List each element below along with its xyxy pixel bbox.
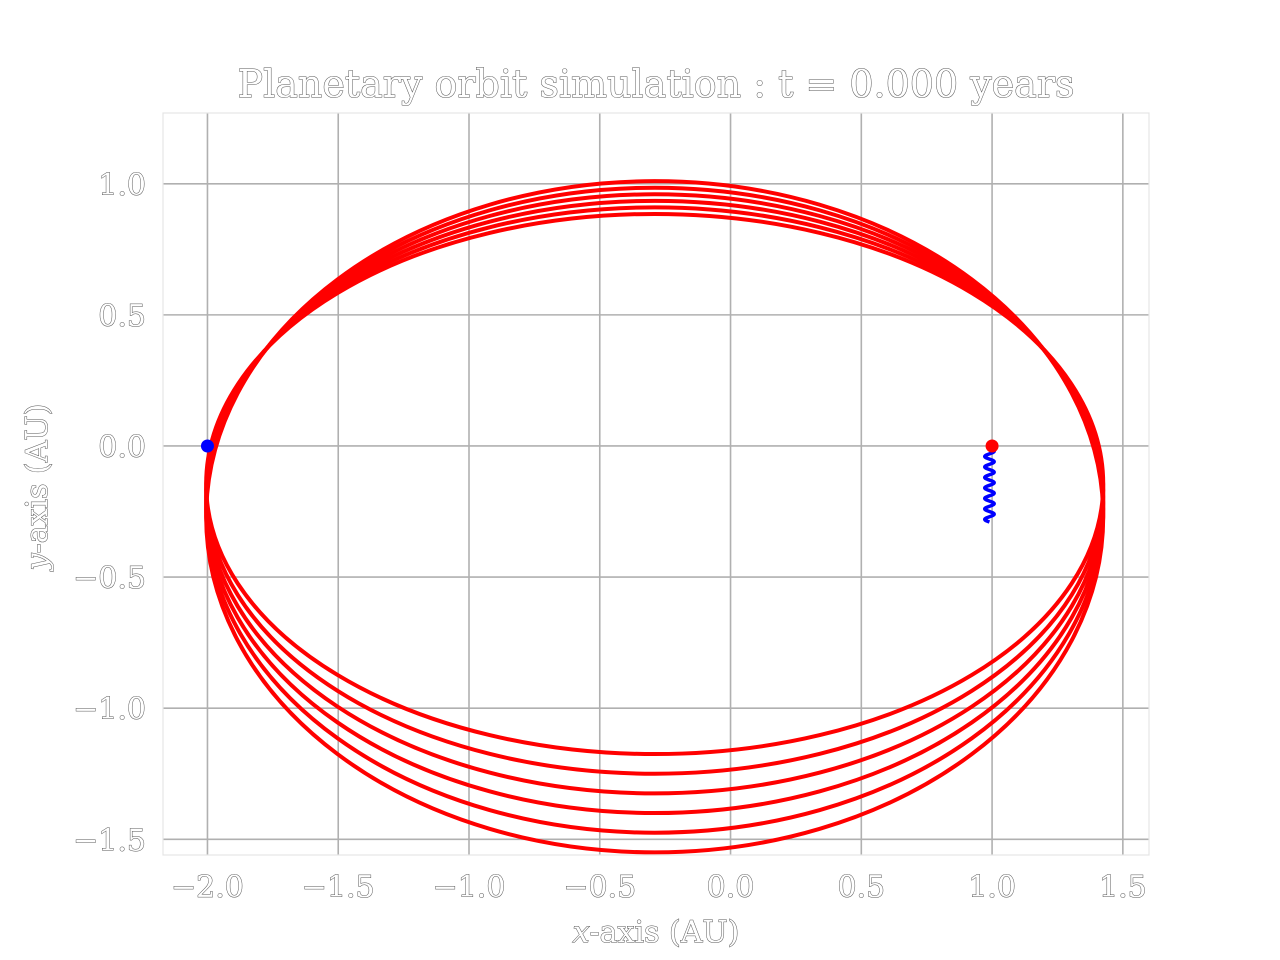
x-axis-label-rest: -axis (AU) xyxy=(590,915,740,950)
y-tick-label: −0.5 xyxy=(73,561,146,596)
x-tick-label: 1.0 xyxy=(968,870,1016,905)
x-tick-label: −1.0 xyxy=(433,870,506,905)
marker-layer xyxy=(200,439,999,453)
x-tick-label: 1.5 xyxy=(1099,870,1147,905)
y-axis-label-var: y xyxy=(20,552,55,572)
x-tick-label: −0.5 xyxy=(563,870,636,905)
plot-frame xyxy=(162,112,1150,856)
series-layer xyxy=(204,179,1106,855)
y-tick-label: −1.0 xyxy=(73,692,146,727)
x-tick-label: −2.0 xyxy=(171,870,244,905)
grid xyxy=(163,113,1149,855)
y-axis-label-rest: -axis (AU) xyxy=(20,404,55,554)
orbit-ellipse xyxy=(204,179,1106,855)
y-tick-label: −1.5 xyxy=(73,823,146,858)
x-tick-label: −1.5 xyxy=(302,870,375,905)
y-tick-label: 1.0 xyxy=(98,168,146,203)
chart-title: Planetary orbit simulation : t = 0.000 y… xyxy=(238,62,1075,106)
y-axis-label: y-axis (AU) xyxy=(20,404,55,573)
tick-labels: −2.0 −1.5 −1.0 −0.5 0.0 0.5 1.0 1.5 −1.5 −1.0 −0.5… xyxy=(73,167,1148,905)
y-tick-label: 0.5 xyxy=(98,299,146,334)
x-axis-label-var: x xyxy=(573,915,590,950)
wobble-path xyxy=(982,446,996,524)
blue-body-marker xyxy=(200,439,214,453)
y-tick-label: 0.0 xyxy=(98,430,146,465)
red-body-marker xyxy=(985,439,999,453)
x-axis-label: x-axis (AU) xyxy=(573,915,740,950)
orbit-ellipse xyxy=(204,211,1106,757)
x-tick-label: 0.0 xyxy=(707,870,755,905)
x-tick-label: 0.5 xyxy=(837,870,885,905)
